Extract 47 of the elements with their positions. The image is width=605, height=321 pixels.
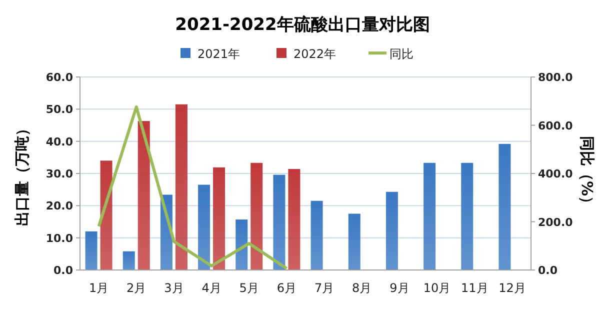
x-tick-label: 7月 [314,281,334,295]
bar [424,162,436,270]
bar [100,160,112,270]
x-tick-label: 2月 [126,281,146,295]
bar [310,200,323,270]
y-tick-label: 50.0 [46,103,74,116]
y2-tick-label: 200.0 [538,216,574,229]
chart-title: 2021-2022年硫酸出口量对比图 [175,15,430,35]
bar [236,220,248,270]
bar [138,121,150,270]
bar [386,192,398,270]
y-tick-label: 60.0 [46,71,74,84]
y2-tick-label: 0.0 [538,264,558,277]
y-tick-label: 20.0 [46,200,74,213]
y-tick-label: 40.0 [46,135,74,148]
y-tick-label: 30.0 [46,168,74,180]
y2-tick-label: 800.0 [538,71,574,84]
bar [198,184,210,270]
bar [348,214,360,270]
bar [288,168,300,270]
x-tick-label: 10月 [423,281,451,295]
x-tick-label: 3月 [164,281,184,295]
y2-tick-label: 400.0 [538,168,574,180]
legend-label: 2022年 [294,47,336,61]
x-tick-label: 12月 [498,281,526,295]
y-tick-label: 0.0 [54,264,74,277]
bar [175,104,188,270]
x-tick-label: 8月 [352,281,372,295]
x-tick-label: 11月 [460,281,488,295]
x-tick-label: 6月 [276,281,297,295]
x-tick-label: 1月 [88,281,109,295]
y-tick-label: 10.0 [46,232,74,245]
x-tick-label: 4月 [202,281,222,295]
bar [213,167,226,270]
bar [498,144,511,270]
y2-tick-label: 600.0 [538,119,574,132]
bar [273,174,286,270]
x-tick-label: 9月 [390,281,410,295]
bar [85,231,98,270]
bar [461,162,474,270]
x-tick-label: 5月 [239,281,259,295]
legend-label: 2021年 [198,47,240,61]
bar [250,162,263,270]
y-axis-title: 出口量（万吨） [13,121,31,226]
legend-label: 同比 [390,47,414,61]
bar [122,251,135,270]
y2-axis-title: 同比（%） [578,136,596,212]
